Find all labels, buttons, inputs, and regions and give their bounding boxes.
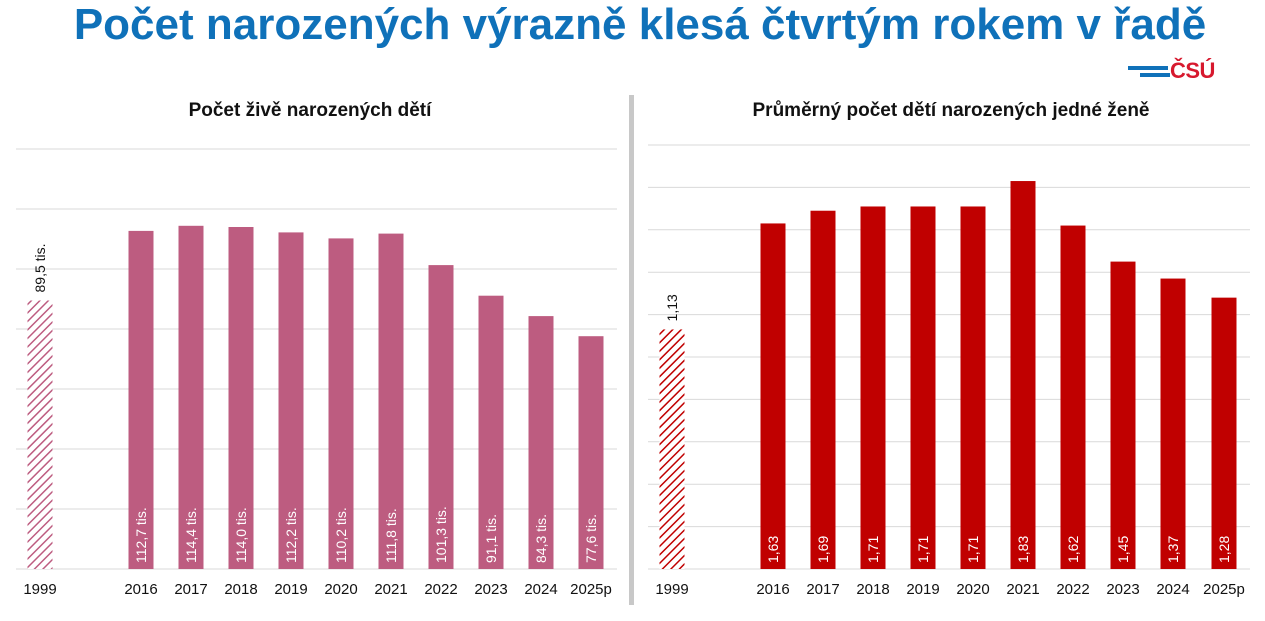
data-label-2025p: 1,28	[1216, 536, 1232, 563]
tick-label-2022: 2022	[1056, 581, 1089, 598]
data-label-2021: 111,8 tis.	[383, 508, 399, 563]
data-label-1999: 89,5 tis.	[32, 243, 48, 292]
bar-1999	[27, 300, 53, 569]
tick-label-2017: 2017	[174, 581, 207, 598]
csu-logo: ČSÚ	[1128, 58, 1220, 84]
bar-2016	[128, 230, 154, 569]
bar-2018	[228, 227, 254, 569]
data-label-2018: 114,0 tis.	[233, 507, 249, 563]
tick-label-2021: 2021	[374, 581, 407, 598]
tick-label-2025p: 2025p	[1203, 581, 1245, 598]
bar-2017	[178, 225, 204, 570]
tick-label-2025p: 2025p	[570, 581, 612, 598]
bar-2016	[760, 223, 786, 569]
data-label-2024: 1,37	[1165, 536, 1181, 563]
data-label-2021: 1,83	[1015, 536, 1031, 563]
data-label-2023: 1,45	[1115, 536, 1131, 563]
tick-label-2020: 2020	[956, 581, 989, 598]
bar-2019	[278, 232, 304, 569]
tick-label-2024: 2024	[1156, 581, 1189, 598]
tick-label-2023: 2023	[474, 581, 507, 598]
data-label-2022: 101,3 tis.	[433, 506, 449, 563]
tick-label-2016: 2016	[124, 581, 157, 598]
tick-label-2022: 2022	[424, 581, 457, 598]
bar-2024	[1160, 278, 1186, 569]
bar-2025p	[578, 336, 604, 569]
bar-2025p	[1211, 297, 1237, 569]
tick-label-1999: 1999	[23, 581, 56, 598]
data-label-2017: 114,4 tis.	[183, 507, 199, 563]
data-label-1999: 1,13	[664, 294, 680, 321]
data-label-2025p: 77,6 tis.	[583, 514, 599, 563]
tick-label-2016: 2016	[756, 581, 789, 598]
births-chart: 1999 89,5 tis. 2016 112,7 tis. 2017 114,4 tis…	[16, 148, 617, 598]
logo-stripe-bottom	[1140, 73, 1170, 77]
tick-label-2019: 2019	[906, 581, 939, 598]
panel-divider	[629, 95, 634, 605]
data-label-2020: 1,71	[965, 536, 981, 563]
data-label-2020: 110,2 tis.	[333, 507, 349, 563]
data-label-2023: 91,1 tis.	[483, 514, 499, 563]
tick-label-2017: 2017	[806, 581, 839, 598]
data-label-2018: 1,71	[865, 536, 881, 563]
data-label-2016: 112,7 tis.	[133, 507, 149, 563]
bar-2022	[428, 265, 454, 569]
logo-text: ČSÚ	[1170, 58, 1215, 83]
bar-2024	[528, 316, 554, 569]
data-label-2017: 1,69	[815, 536, 831, 563]
tick-label-2024: 2024	[524, 581, 557, 598]
bar-2021	[378, 233, 404, 569]
tick-label-2023: 2023	[1106, 581, 1139, 598]
right-chart-title: Průměrný počet dětí narozených jedné žen…	[752, 100, 1150, 121]
tick-label-2019: 2019	[274, 581, 307, 598]
logo-stripe-top	[1128, 66, 1168, 70]
tick-label-2020: 2020	[324, 581, 357, 598]
data-label-2022: 1,62	[1065, 536, 1081, 563]
tick-label-1999: 1999	[655, 581, 688, 598]
tick-label-2018: 2018	[224, 581, 257, 598]
bar-2019	[910, 206, 936, 570]
bar-2020	[960, 206, 986, 570]
data-label-2024: 84,3 tis.	[533, 514, 549, 563]
tick-label-2021: 2021	[1006, 581, 1039, 598]
bar-2020	[328, 238, 354, 569]
bar-2022	[1060, 225, 1086, 569]
data-label-2016: 1,63	[765, 536, 781, 563]
bar-1999	[659, 329, 685, 569]
data-label-2019: 1,71	[915, 536, 931, 563]
bar-2021	[1010, 181, 1036, 570]
left-chart-title: Počet živě narozených dětí	[188, 100, 432, 121]
bar-2023	[478, 295, 504, 569]
bar-2017	[810, 210, 836, 569]
bar-2023	[1110, 261, 1136, 569]
data-label-2019: 112,2 tis.	[283, 507, 299, 563]
bar-2018	[860, 206, 886, 570]
page-title: Počet narozených výrazně klesá čtvrtým r…	[73, 0, 1207, 49]
tick-label-2018: 2018	[856, 581, 889, 598]
